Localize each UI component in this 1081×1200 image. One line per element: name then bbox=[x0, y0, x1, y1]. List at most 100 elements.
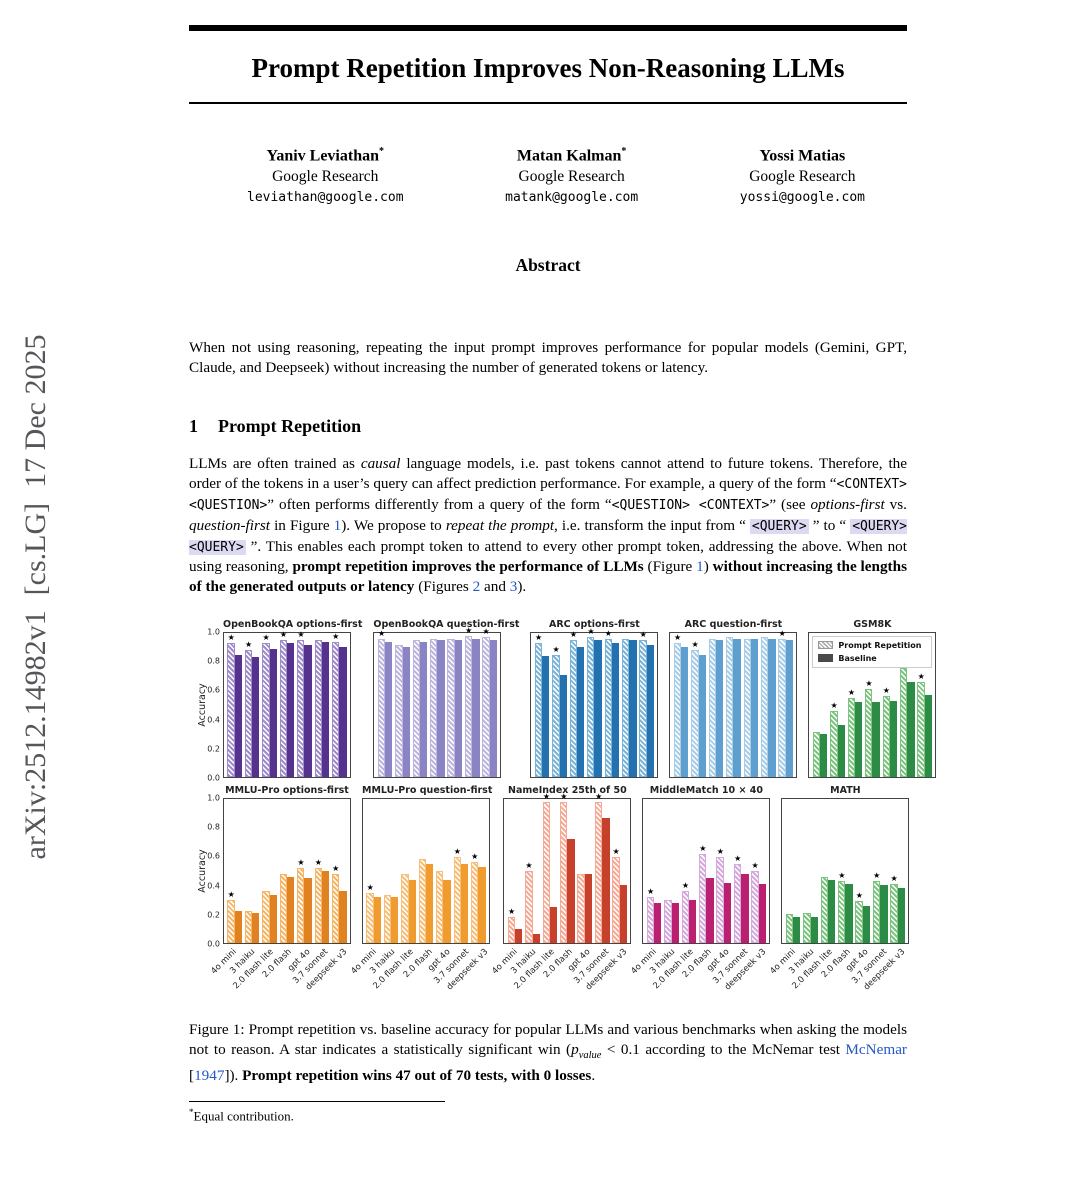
significance-star: ★ bbox=[465, 625, 473, 635]
bar-prompt-repetition bbox=[412, 640, 420, 777]
bar-group-3-7-sonnet: ★ bbox=[452, 799, 469, 943]
text-segment: ” often performs differently from a quer… bbox=[267, 496, 612, 513]
plot-area: ★ ★ ★ ★ bbox=[781, 797, 910, 944]
bar-prompt-repetition bbox=[366, 892, 374, 943]
bar-baseline bbox=[654, 902, 662, 943]
bar-group-2-0-flash-lite: ★ bbox=[568, 630, 585, 777]
reference-link[interactable]: 1947 bbox=[194, 1067, 225, 1085]
chart-legend: Prompt Repetition Baseline bbox=[812, 635, 933, 668]
significance-star: ★ bbox=[227, 633, 235, 643]
bar-prompt-repetition bbox=[453, 856, 461, 943]
paper-title: Prompt Repetition Improves Non-Reasoning… bbox=[251, 53, 845, 83]
bar-baseline bbox=[489, 640, 497, 777]
significance-star: ★ bbox=[245, 640, 253, 650]
significance-star: ★ bbox=[227, 889, 235, 899]
bar-prompt-repetition bbox=[227, 899, 235, 943]
bar-group-3-haiku bbox=[802, 799, 819, 943]
bar-group-gpt-4o: ★ bbox=[296, 631, 313, 777]
bar-group-deepseek-v3: ★ bbox=[481, 628, 498, 777]
legend-label: Baseline bbox=[838, 653, 877, 663]
text-segment: vs. bbox=[884, 496, 907, 513]
bar-baseline bbox=[286, 643, 295, 777]
significance-star: ★ bbox=[560, 791, 568, 801]
y-tick-label: 1.0 bbox=[207, 793, 220, 803]
bar-baseline bbox=[602, 817, 610, 943]
bar-group-2-0-flash-lite bbox=[411, 633, 428, 777]
bar-baseline bbox=[688, 899, 697, 943]
text-segment: ”. This enables each prompt token to att… bbox=[189, 537, 907, 576]
significance-star: ★ bbox=[716, 846, 724, 856]
significance-star: ★ bbox=[865, 679, 873, 689]
bar-group-gpt-4o: ★ bbox=[296, 799, 313, 943]
bar-baseline bbox=[741, 873, 749, 943]
text-segment: prompt repetition improves the performan… bbox=[292, 558, 644, 576]
bar-prompt-repetition bbox=[639, 640, 647, 777]
bar-baseline bbox=[576, 647, 585, 777]
bar-group-2-0-flash-lite: ★ bbox=[541, 792, 558, 943]
text-segment: (Figure bbox=[643, 558, 697, 576]
significance-star: ★ bbox=[639, 630, 647, 640]
y-tick-label: 0.8 bbox=[207, 822, 220, 832]
author-name: Yaniv Leviathan* bbox=[247, 146, 404, 165]
bar-baseline bbox=[391, 896, 399, 943]
text-segment: options-first bbox=[810, 496, 885, 513]
subplot-2: OpenBookQA question-first ★ ★ ★ bbox=[373, 619, 519, 782]
reference-link[interactable]: McNemar bbox=[845, 1040, 907, 1058]
bar-group-2-0-flash: ★ bbox=[586, 628, 603, 777]
bar-prompt-repetition bbox=[646, 896, 655, 943]
significance-star: ★ bbox=[332, 631, 340, 641]
text-segment: Figure 1: Prompt repetition vs. baseline… bbox=[189, 1020, 907, 1058]
bar-group-3-7-sonnet: ★ bbox=[871, 799, 888, 943]
bar-prompt-repetition bbox=[855, 901, 863, 943]
bar-group-4o-mini: ★ bbox=[672, 633, 689, 777]
text-segment: ]). bbox=[224, 1067, 243, 1085]
y-tick-label: 0.0 bbox=[207, 773, 220, 783]
subplot-10: MATH ★ ★ ★ ★ 4o mini 3 haiku 2.0 flash lite 2.0 … bbox=[768, 785, 910, 1002]
reference-link[interactable]: 1 bbox=[696, 558, 704, 576]
subplot-4: ARC question-first ★ ★ ★ bbox=[669, 619, 798, 782]
author-name-text: Yossi Matias bbox=[759, 147, 846, 165]
text-segment: causal bbox=[360, 455, 401, 473]
bar-prompt-repetition bbox=[331, 641, 340, 777]
bar-baseline bbox=[304, 644, 312, 777]
bar-prompt-repetition bbox=[525, 870, 533, 943]
bar-group-3-haiku bbox=[243, 799, 260, 943]
author-name: Yossi Matias bbox=[740, 146, 865, 165]
bar-prompt-repetition bbox=[716, 856, 724, 943]
bar-baseline bbox=[758, 883, 766, 943]
text-segment: <QUESTION> <CONTEXT> bbox=[611, 498, 770, 513]
text-segment: ) bbox=[703, 558, 713, 576]
text-segment: ” to “ bbox=[808, 516, 851, 534]
significance-star: ★ bbox=[262, 633, 270, 643]
text-segment: [ bbox=[189, 1067, 195, 1085]
bar-baseline bbox=[304, 878, 312, 943]
bar-group-2-0-flash bbox=[278, 799, 295, 943]
bar-group-4o-mini: ★ bbox=[376, 629, 393, 777]
bar-baseline bbox=[269, 648, 277, 777]
bar-prompt-repetition bbox=[383, 895, 392, 943]
significance-star: ★ bbox=[569, 630, 578, 640]
bar-prompt-repetition bbox=[820, 876, 828, 943]
bar-prompt-repetition bbox=[279, 873, 287, 943]
bar-group-3-7-sonnet: ★ bbox=[313, 799, 330, 943]
x-axis: 4o mini 3 haiku 2.0 flash lite 2.0 flash gpt… bbox=[629, 944, 770, 1002]
significance-star: ★ bbox=[647, 886, 655, 896]
text-segment: p bbox=[571, 1040, 579, 1058]
bar-group-2-0-flash: ★ bbox=[864, 633, 881, 777]
reference-link[interactable]: 1 bbox=[333, 516, 342, 534]
bar-group-deepseek-v3: ★ bbox=[777, 629, 794, 777]
author-3: Yossi Matias Google Research yossi@googl… bbox=[740, 146, 865, 205]
reference-link[interactable]: 2 bbox=[472, 578, 481, 596]
reference-link[interactable]: 3 bbox=[509, 578, 518, 596]
plot-area: ★ ★ ★ ★ ★ ★ bbox=[503, 792, 632, 944]
bar-baseline bbox=[872, 702, 880, 777]
bar-prompt-repetition bbox=[331, 873, 340, 943]
bar-baseline bbox=[425, 863, 434, 943]
subplot-6: MMLU-Pro options-first Accuracy 0.0 0.2 0.4 0… bbox=[189, 785, 351, 1002]
significance-star: ★ bbox=[751, 860, 759, 870]
text-segment: LLMs are often trained as bbox=[189, 455, 361, 473]
bar-group-3-7-sonnet bbox=[313, 633, 330, 777]
bar-prompt-repetition bbox=[882, 696, 890, 777]
bar-baseline bbox=[837, 725, 845, 777]
